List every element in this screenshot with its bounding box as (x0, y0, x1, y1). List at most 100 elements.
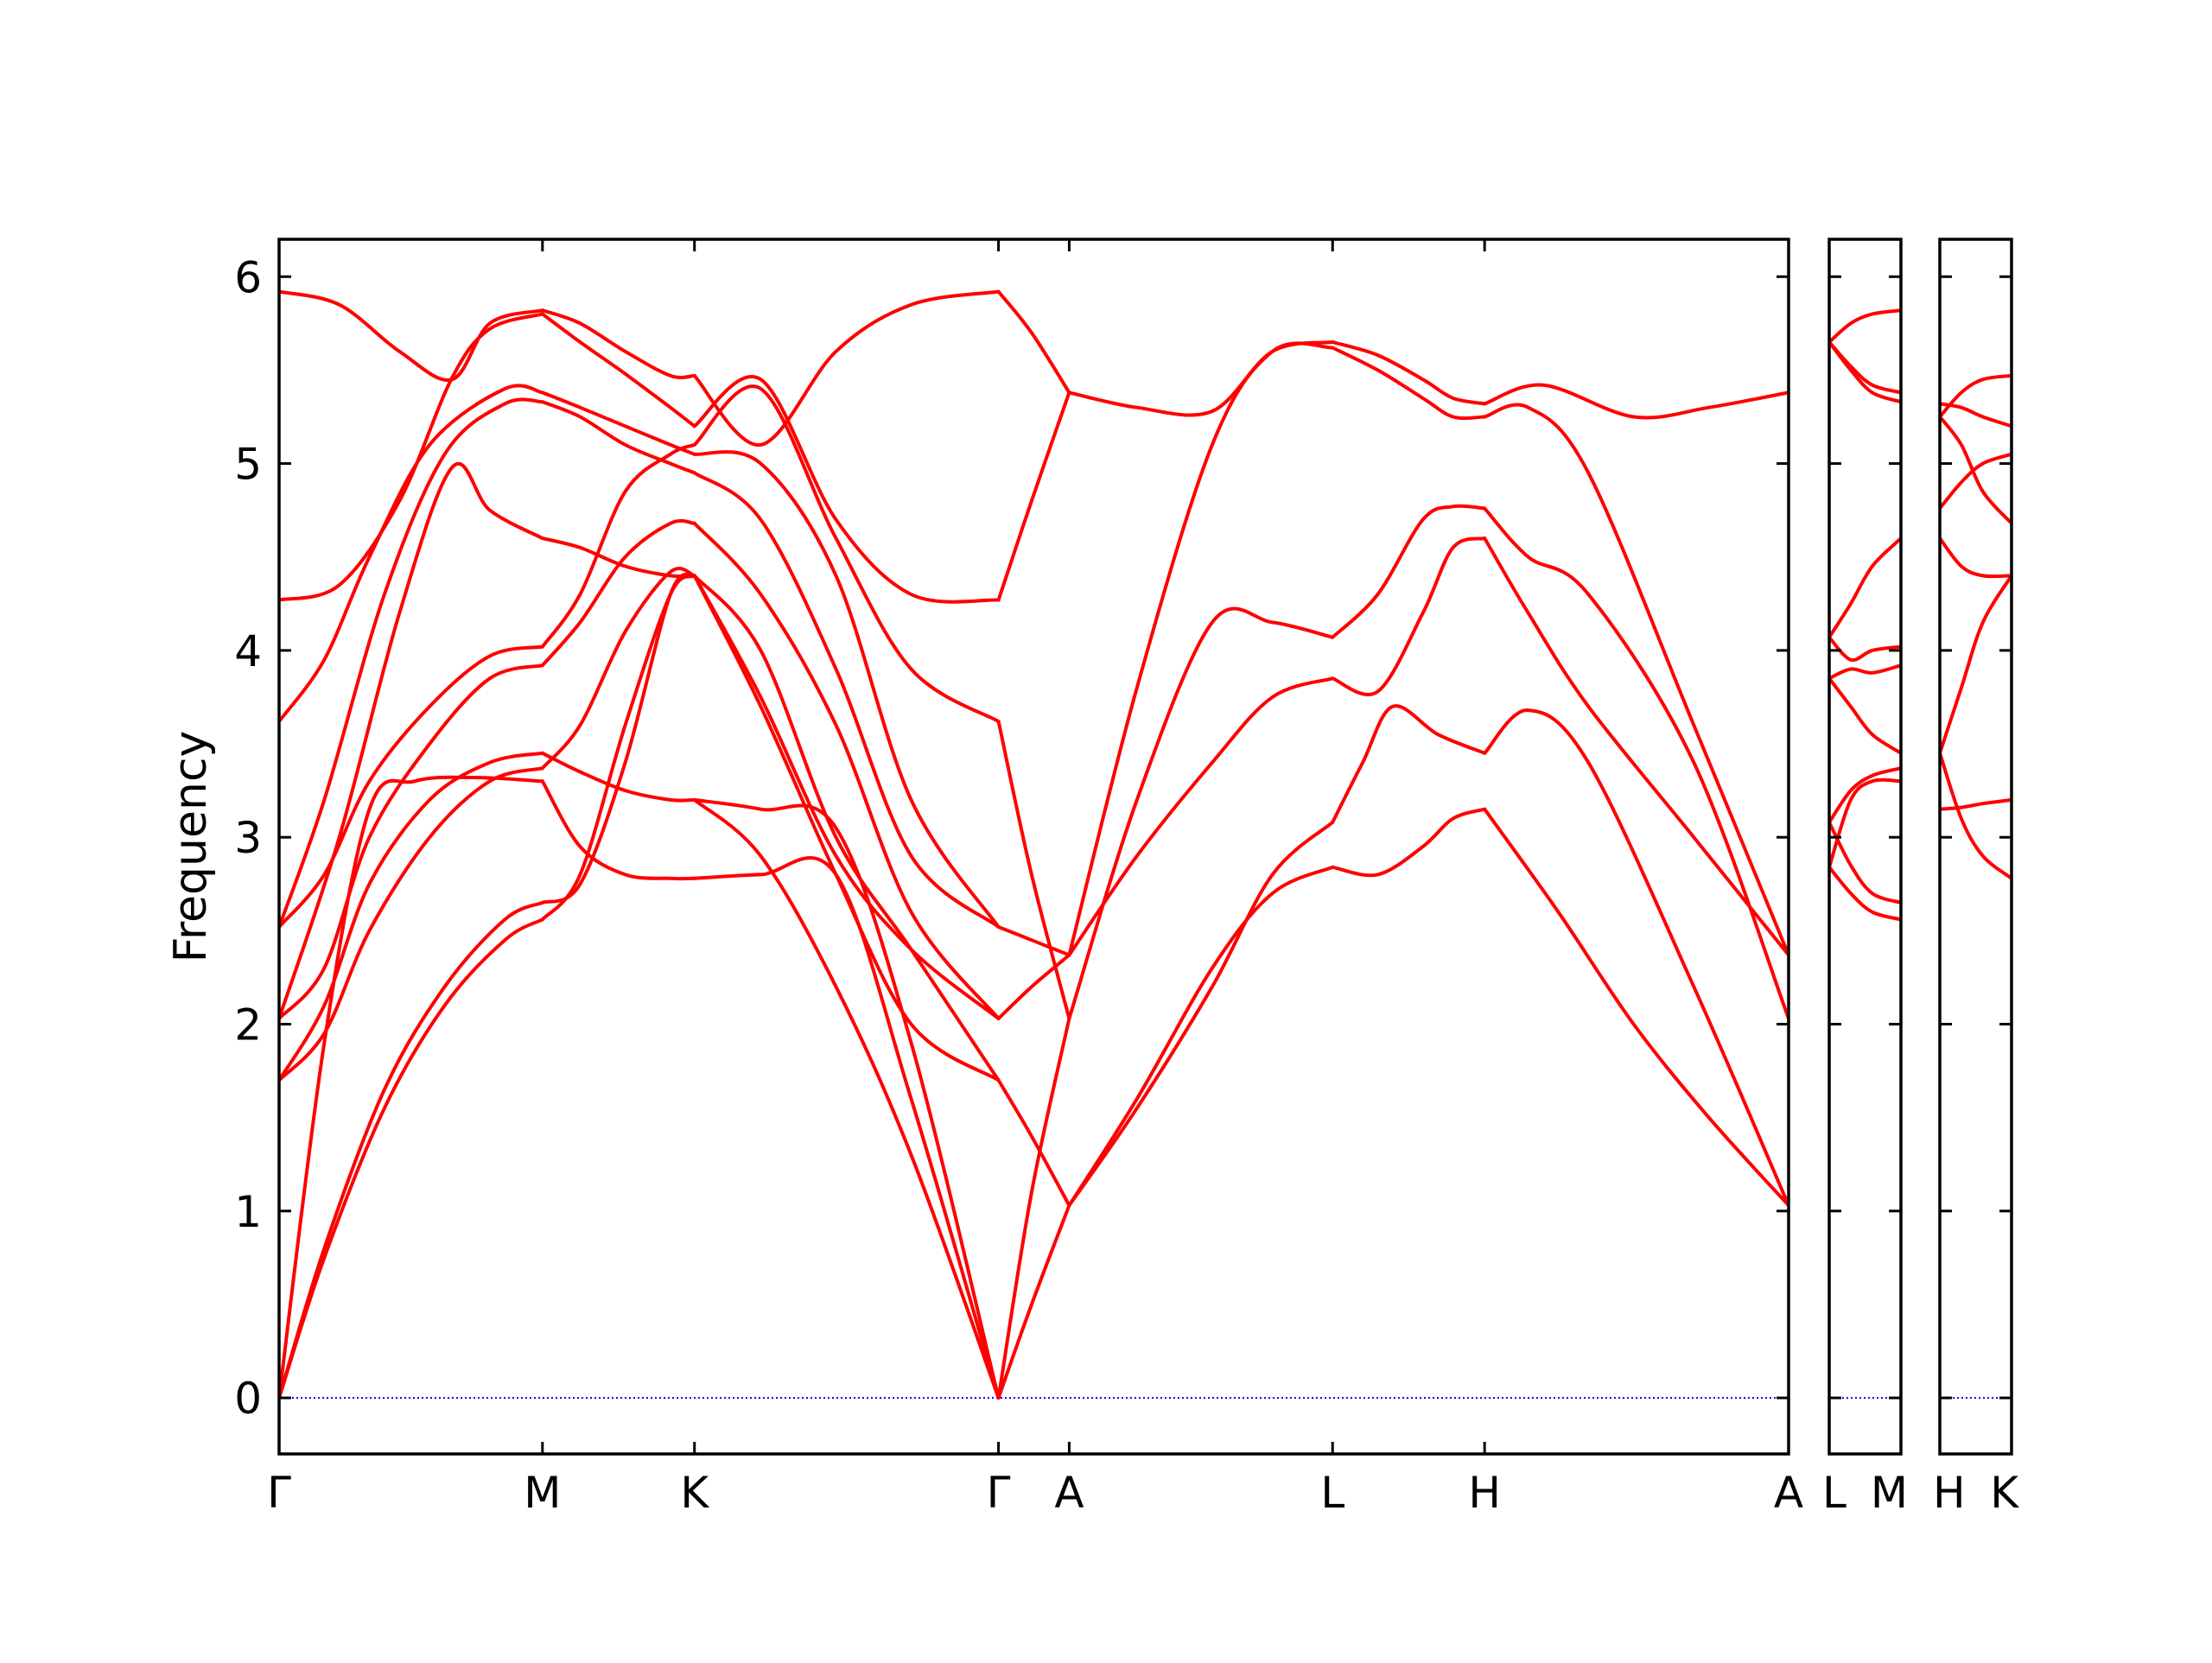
panel-bands (279, 289, 1789, 1400)
band-line (1829, 536, 1901, 639)
band-line (540, 574, 696, 922)
band-line (1331, 807, 1487, 878)
band-line (692, 471, 1001, 929)
band-line (279, 644, 544, 929)
band-line (540, 567, 696, 771)
band-line (692, 384, 1001, 724)
band-line (279, 917, 544, 1400)
band-line (540, 400, 696, 475)
band-line (1829, 865, 1901, 922)
band-line (540, 518, 696, 668)
band-line (1940, 797, 2012, 811)
y-axis-label: Frequency (165, 731, 217, 963)
panel-frame (277, 238, 1790, 1456)
band-line (1829, 820, 1901, 904)
x-tick-label: L (1822, 1468, 1847, 1518)
band-line (1331, 340, 1487, 406)
panel-frame (1938, 238, 2013, 1456)
band-line (996, 1017, 1071, 1400)
band-line (1483, 708, 1789, 1208)
band-line (692, 521, 1001, 1020)
x-tick-label: L (1320, 1468, 1344, 1518)
band-line (1940, 373, 2012, 419)
band-line (692, 450, 1001, 929)
x-tick-label: M (1871, 1468, 1908, 1518)
band-line (1331, 704, 1487, 824)
band-line (279, 384, 544, 724)
band-line (1829, 766, 1901, 824)
y-tick-label: 3 (234, 813, 262, 863)
band-line (540, 751, 696, 803)
band-line (1067, 865, 1335, 1208)
band-line (1067, 676, 1335, 957)
band-line (692, 289, 1001, 447)
band-line (279, 751, 544, 1082)
band-line (692, 574, 1001, 1020)
band-line (996, 1078, 1071, 1208)
panel-bands (1829, 308, 1901, 922)
band-line (279, 766, 544, 1082)
band-line (540, 312, 696, 428)
bands-layer (279, 289, 2012, 1400)
x-tick-label: A (1054, 1468, 1084, 1518)
x-tick-label: A (1774, 1468, 1803, 1518)
x-tick-label: M (524, 1468, 561, 1518)
y-tick-label: 6 (234, 252, 262, 302)
band-line (1829, 340, 1901, 395)
band-line (996, 1203, 1071, 1400)
band-line (540, 390, 696, 456)
x-tick-label: H (1933, 1468, 1966, 1518)
band-line (1940, 574, 2012, 755)
x-tick-label: K (680, 1468, 709, 1518)
band-line (1331, 504, 1487, 639)
y-tick-label: 1 (234, 1187, 262, 1237)
band-line (1483, 506, 1789, 1020)
band-line (1829, 778, 1901, 869)
band-line (1940, 415, 2012, 525)
band-line (1067, 606, 1335, 1020)
x-tick-label: Γ (987, 1468, 1011, 1518)
frames-layer (277, 238, 2013, 1456)
band-line (1331, 536, 1487, 696)
band-line (692, 574, 1001, 1082)
panel-frame (1827, 238, 1903, 1456)
y-tick-label: 4 (234, 626, 262, 676)
band-line (1483, 536, 1789, 957)
band-line (540, 442, 696, 649)
band-line (1940, 751, 2012, 880)
band-line (540, 308, 696, 379)
band-line (996, 390, 1071, 602)
band-line (279, 900, 544, 1400)
band-line (996, 953, 1071, 1020)
band-line (1067, 340, 1335, 417)
band-line (279, 663, 544, 1020)
ticks-layer (277, 239, 2013, 1454)
band-line (1483, 807, 1789, 1208)
band-line (1829, 308, 1901, 344)
panel-bands (1940, 373, 2012, 880)
band-line (996, 289, 1071, 395)
band-line (692, 797, 1001, 1400)
y-tick-label: 2 (234, 1000, 262, 1050)
x-tick-label: Γ (267, 1468, 291, 1518)
x-tick-label: H (1468, 1468, 1501, 1518)
band-line (1829, 663, 1901, 681)
band-line (996, 925, 1071, 957)
band-line (1483, 403, 1789, 957)
band-line (279, 461, 544, 1020)
band-line (1483, 383, 1789, 420)
y-tick-label: 5 (234, 440, 262, 490)
band-line (692, 574, 1001, 1082)
band-line (540, 779, 696, 881)
band-line (279, 397, 544, 929)
band-line (279, 775, 544, 1400)
band-line (540, 536, 696, 579)
band-line (279, 312, 544, 602)
band-line (1829, 676, 1901, 755)
band-line (996, 720, 1071, 1020)
band-line (1331, 346, 1487, 421)
